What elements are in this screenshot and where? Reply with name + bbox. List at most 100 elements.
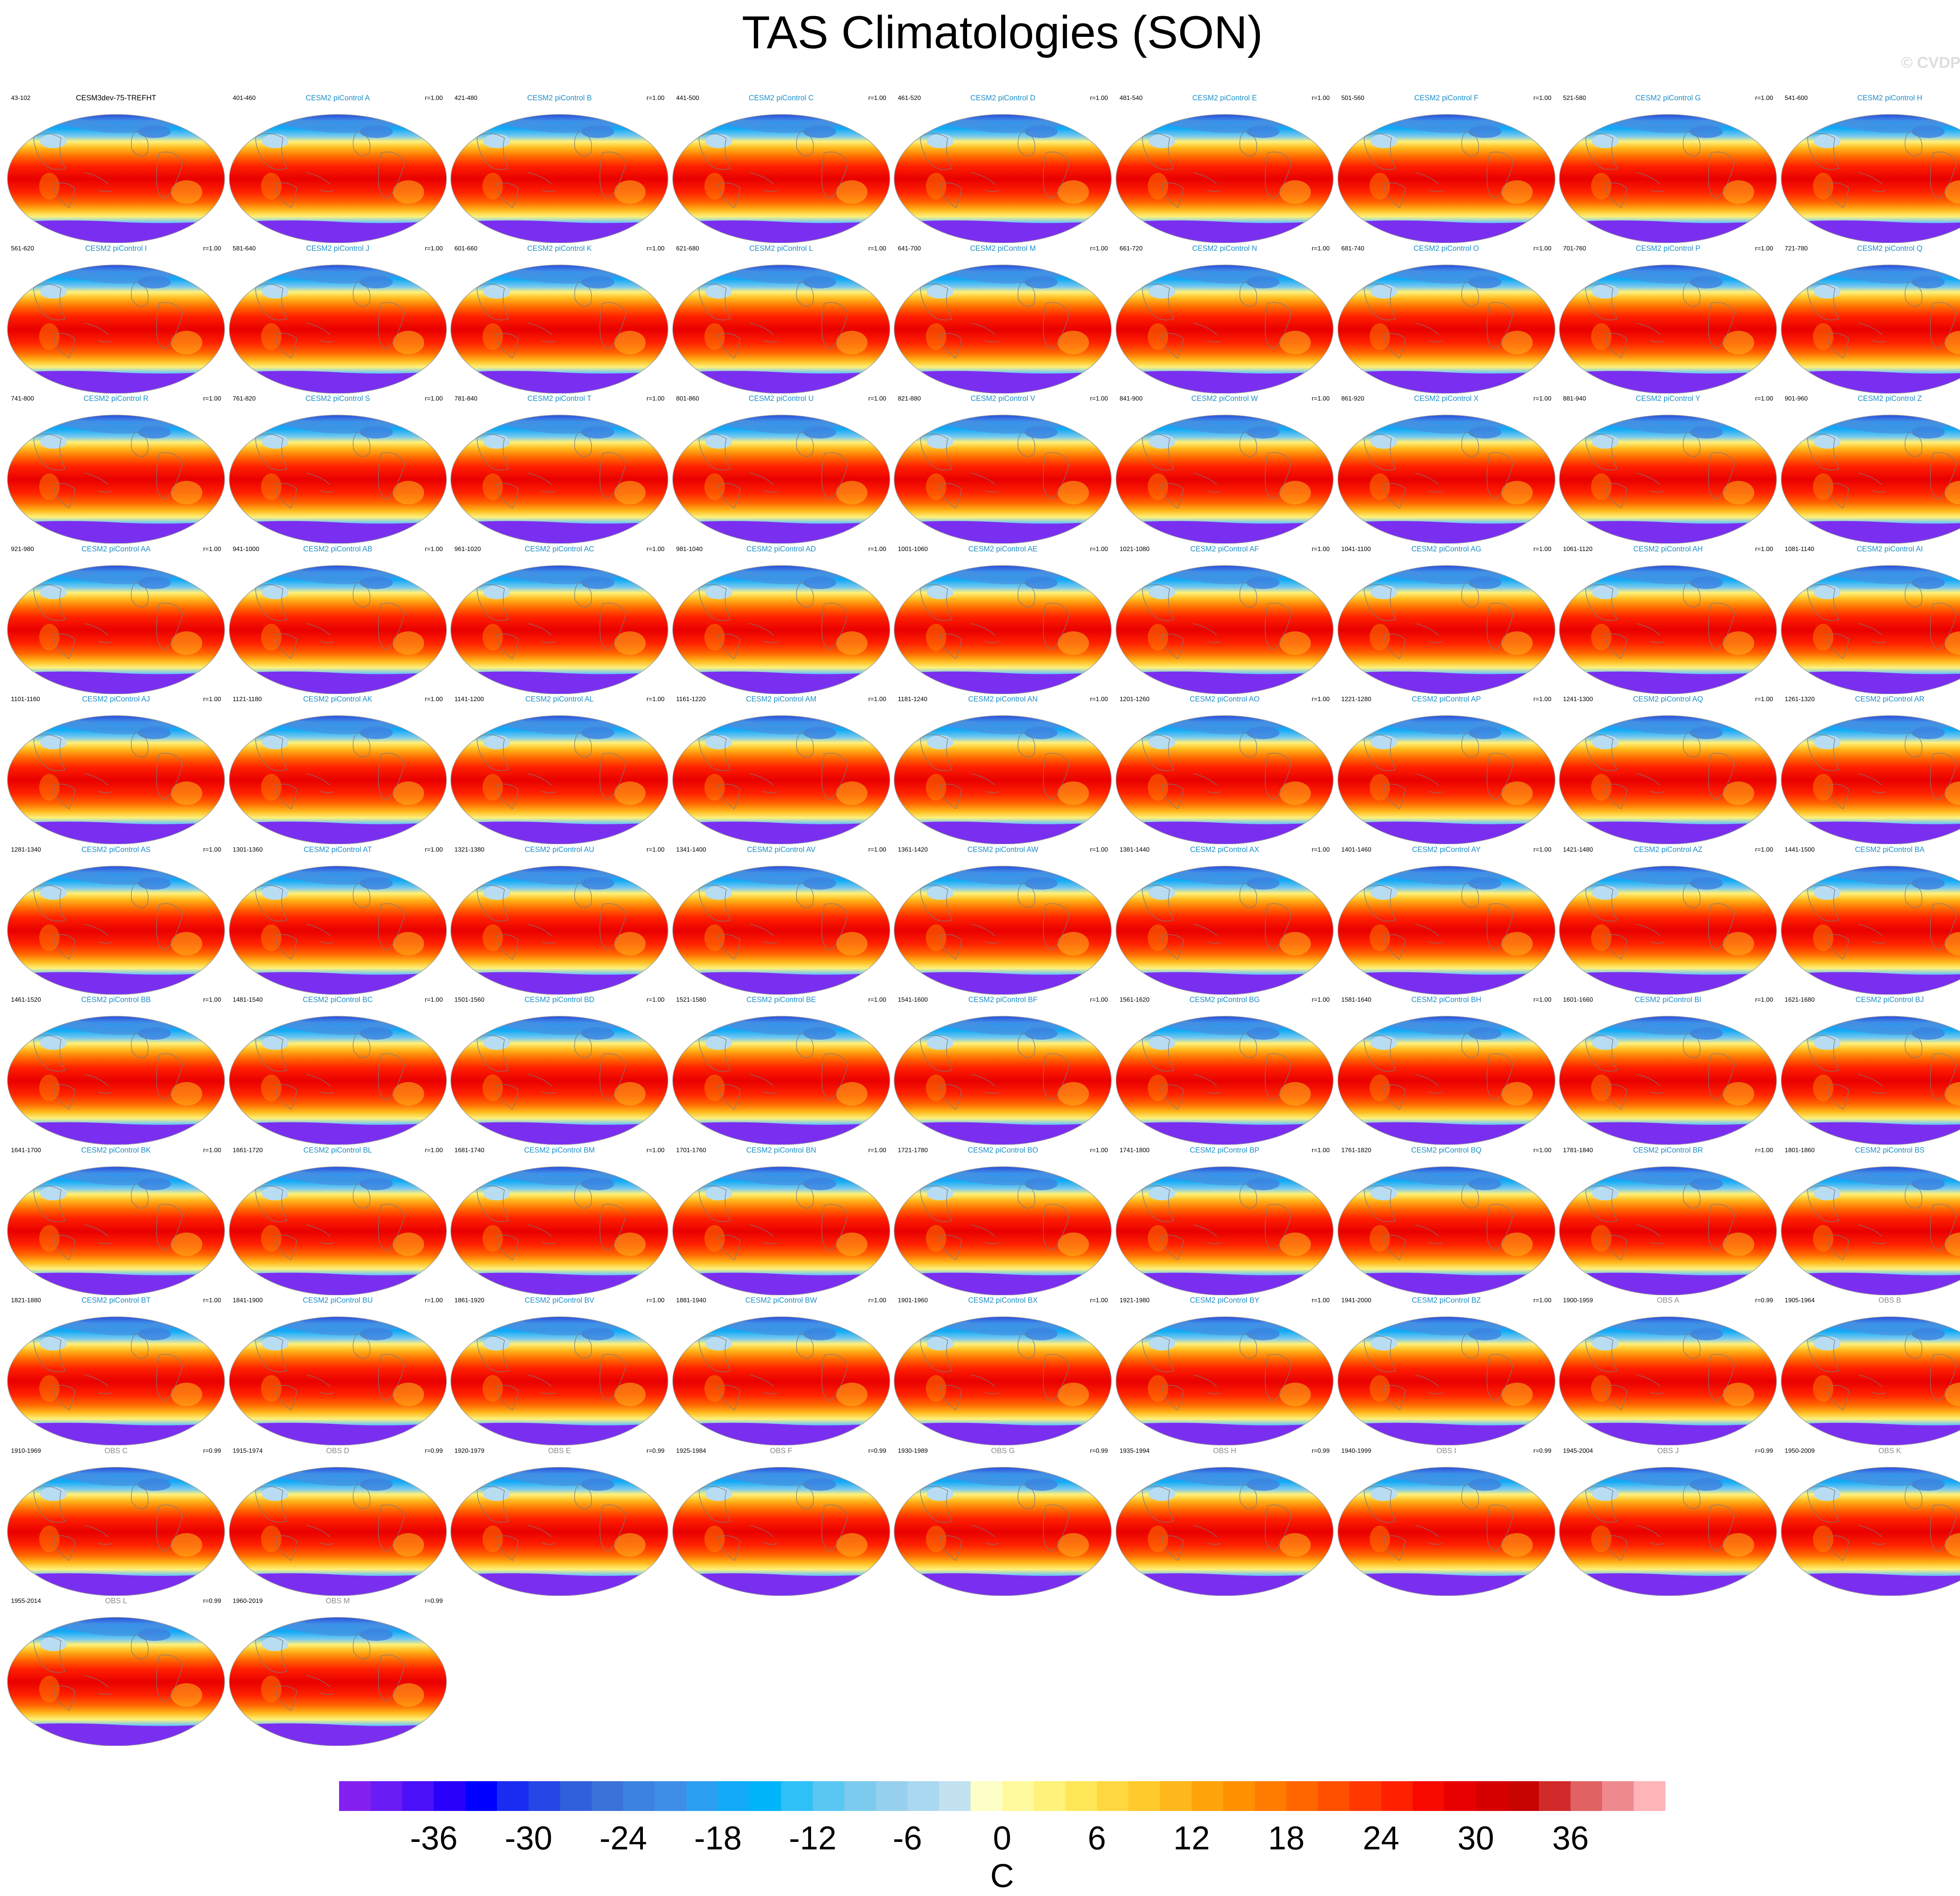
map: [1116, 865, 1334, 995]
panel-pattern-correlation: r=1.00: [1755, 95, 1773, 102]
map: [1116, 264, 1334, 393]
panel-title: CESM2 piControl K: [527, 244, 592, 253]
map-panel: 801-860 CESM2 piControl U r=1.00: [671, 395, 891, 544]
panel-title: OBS A: [1657, 1296, 1679, 1305]
panel-title: OBS B: [1878, 1296, 1901, 1305]
panel-title: CESM2 piControl AP: [1412, 695, 1481, 703]
panel-title: OBS F: [770, 1446, 793, 1455]
panel-title: CESM2 piControl BN: [746, 1146, 817, 1155]
map: [672, 1166, 890, 1295]
panel-title: CESM2 piControl F: [1414, 94, 1479, 102]
map: [450, 415, 668, 544]
panel-title: CESM2 piControl BI: [1635, 996, 1702, 1004]
panel-pattern-correlation: r=1.00: [646, 245, 665, 252]
map: [7, 1617, 225, 1746]
panel-year-range: 1601-1660: [1563, 997, 1593, 1003]
map-panel: 1381-1440 CESM2 piControl AX r=1.00: [1115, 846, 1334, 995]
map-panel: 1201-1260 CESM2 piControl AO r=1.00: [1115, 695, 1334, 844]
panel-year-range: 1001-1060: [898, 546, 928, 553]
panel-year-range: 1641-1700: [11, 1147, 41, 1154]
panel-year-range: 1821-1880: [11, 1297, 41, 1304]
colorbar-tick-label: -6: [893, 1820, 922, 1856]
map-panel: 1581-1640 CESM2 piControl BH r=1.00: [1337, 996, 1556, 1145]
panel-pattern-correlation: r=1.00: [1533, 696, 1552, 703]
map-panel: 481-540 CESM2 piControl E r=1.00: [1115, 94, 1334, 243]
panel-title: OBS L: [105, 1597, 127, 1605]
panel-year-range: 1841-1900: [232, 1297, 263, 1304]
map: [1337, 565, 1555, 694]
map: [1337, 1166, 1555, 1295]
panel-pattern-correlation: r=1.00: [646, 1297, 665, 1304]
panel-year-range: 1915-1974: [232, 1447, 263, 1454]
map: [672, 865, 890, 995]
map-panel: 1541-1600 CESM2 piControl BF r=1.00: [893, 996, 1112, 1145]
map: [1116, 1016, 1334, 1145]
panel-year-range: 1701-1760: [676, 1147, 706, 1154]
panel-year-range: 1581-1640: [1341, 997, 1372, 1003]
panel-year-range: 1341-1400: [676, 846, 706, 853]
panel-title: CESM2 piControl R: [83, 395, 149, 403]
panel-pattern-correlation: r=1.00: [425, 395, 443, 402]
panel-title: CESM2 piControl I: [85, 244, 147, 253]
map-panel: 841-900 CESM2 piControl W r=1.00: [1115, 395, 1334, 544]
map: [450, 715, 668, 844]
panel-pattern-correlation: r=1.00: [1312, 395, 1330, 402]
panel-title: CESM2 piControl AM: [746, 695, 817, 703]
panel-pattern-correlation: r=0.99: [646, 1447, 665, 1454]
panel-title: CESM2 piControl BS: [1855, 1146, 1925, 1155]
map-panel-grid: 43-102 CESM3dev-75-TREFHT 401-460 CESM2 piC…: [6, 94, 1960, 1746]
panel-title: CESM2 piControl AK: [303, 695, 372, 703]
panel-year-range: 1940-1999: [1341, 1447, 1372, 1454]
map: [1781, 565, 1960, 694]
map: [229, 264, 447, 393]
panel-pattern-correlation: r=1.00: [1312, 546, 1330, 553]
map-panel: 821-880 CESM2 piControl V r=1.00: [893, 395, 1112, 544]
map-panel: 1301-1360 CESM2 piControl AT r=1.00: [228, 846, 448, 995]
panel-title: CESM2 piControl AL: [525, 695, 594, 703]
map-panel: 1701-1760 CESM2 piControl BN r=1.00: [671, 1146, 891, 1295]
panel-year-range: 1661-1720: [232, 1147, 263, 1154]
panel-year-range: 1761-1820: [1341, 1147, 1372, 1154]
map-panel: 1920-1979 OBS E r=0.99: [450, 1447, 669, 1596]
map-panel: 1901-1960 CESM2 piControl BX r=1.00: [893, 1296, 1112, 1445]
panel-year-range: 1361-1420: [898, 846, 928, 853]
map: [894, 264, 1112, 393]
panel-year-range: 1461-1520: [11, 997, 41, 1003]
map-panel: 1421-1480 CESM2 piControl AZ r=1.00: [1558, 846, 1778, 995]
panel-year-range: 1930-1989: [898, 1447, 928, 1454]
map: [1337, 1316, 1555, 1445]
panel-year-range: 1041-1100: [1341, 546, 1371, 553]
map: [672, 1466, 890, 1596]
panel-pattern-correlation: r=1.00: [1755, 846, 1773, 853]
panel-pattern-correlation: r=1.00: [425, 1297, 443, 1304]
panel-year-range: 1901-1960: [898, 1297, 928, 1304]
map: [672, 1016, 890, 1145]
panel-title: CESM2 piControl AI: [1857, 545, 1923, 553]
map: [450, 114, 668, 243]
panel-title: CESM2 piControl AC: [524, 545, 594, 553]
panel-pattern-correlation: r=1.00: [1533, 1297, 1552, 1304]
panel-pattern-correlation: r=1.00: [1533, 846, 1552, 853]
panel-title: CESM2 piControl AS: [81, 845, 151, 854]
panel-pattern-correlation: r=1.00: [868, 245, 886, 252]
panel-year-range: 841-900: [1120, 395, 1143, 402]
panel-year-range: 501-560: [1341, 95, 1365, 102]
map-panel: 1281-1340 CESM2 piControl AS r=1.00: [6, 846, 226, 995]
panel-year-range: 1781-1840: [1563, 1147, 1593, 1154]
map-panel: 441-500 CESM2 piControl C r=1.00: [671, 94, 891, 243]
panel-year-range: 1920-1979: [454, 1447, 485, 1454]
panel-year-range: 701-760: [1563, 245, 1586, 252]
colorbar-tick-label: -36: [410, 1820, 457, 1856]
panel-pattern-correlation: r=1.00: [425, 95, 443, 102]
panel-year-range: 1021-1080: [1120, 546, 1150, 553]
panel-pattern-correlation: r=1.00: [646, 696, 665, 703]
map: [1116, 565, 1334, 694]
panel-title: OBS K: [1878, 1446, 1901, 1455]
panel-pattern-correlation: r=0.99: [1755, 1447, 1773, 1454]
panel-year-range: 901-960: [1784, 395, 1808, 402]
panel-pattern-correlation: r=1.00: [425, 997, 443, 1003]
panel-title: CESM2 piControl C: [748, 94, 814, 102]
colorbar-tick-label: 18: [1268, 1820, 1305, 1856]
